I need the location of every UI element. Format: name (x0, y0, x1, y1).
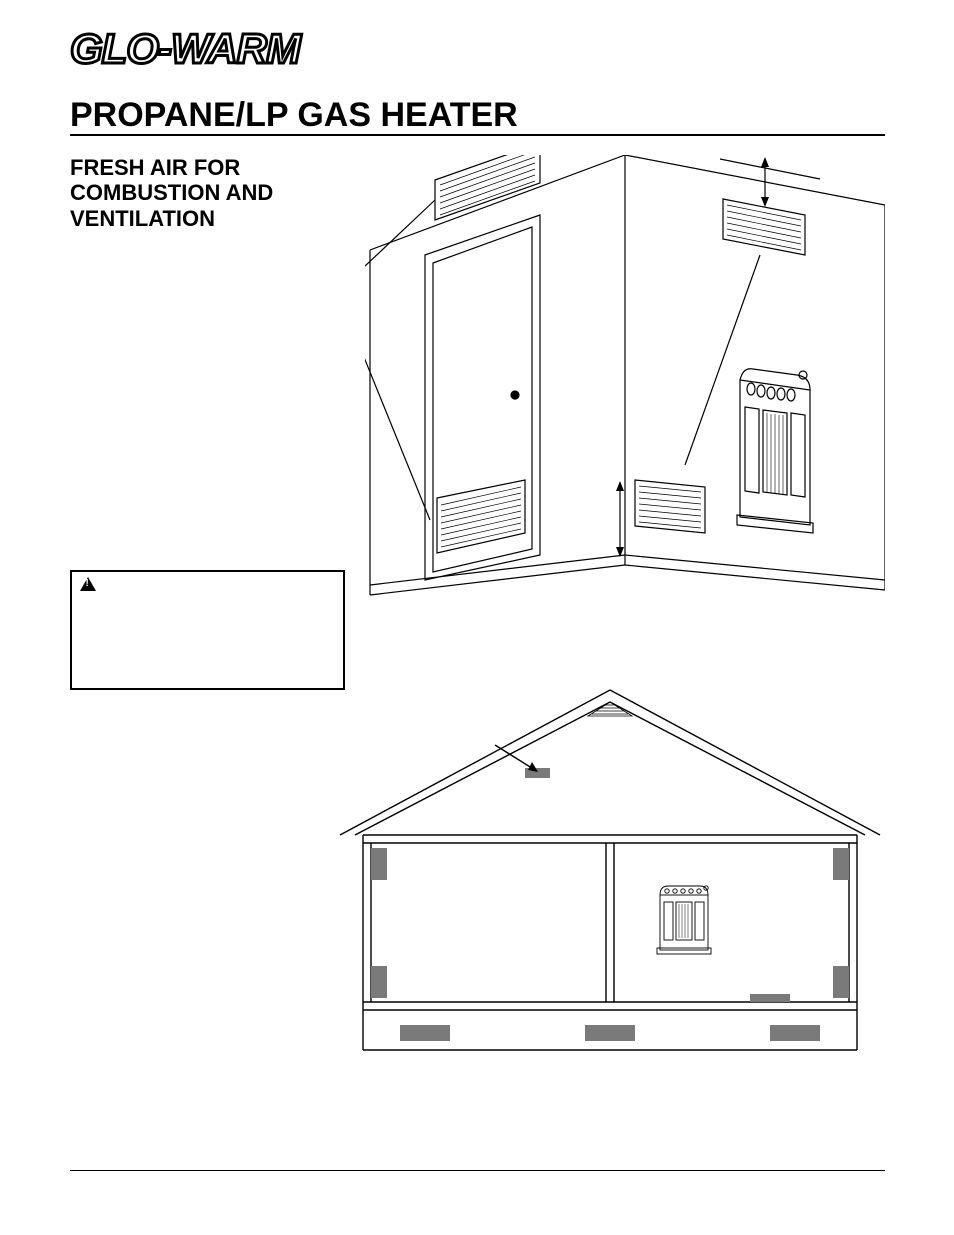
dimension-arrow-top (720, 157, 820, 207)
heater-small (657, 886, 711, 954)
dimension-arrow-bottom (616, 481, 624, 557)
ceiling-vent-right (723, 199, 805, 255)
wall-vent-low (635, 480, 705, 533)
door (425, 155, 540, 580)
figure-house-cross-section (330, 680, 890, 1080)
gable-vent (588, 702, 632, 716)
heater-unit (737, 369, 813, 533)
brand-logo: GLO-WARM (70, 25, 300, 73)
vent-blocks (371, 848, 849, 1041)
main-title: PROPANE/LP GAS HEATER (70, 96, 518, 135)
triangle-exclaim-icon (80, 577, 96, 591)
figure-room-ventilation (365, 155, 885, 615)
section-title: FRESH AIR FOR COMBUSTION AND VENTILATION (70, 155, 340, 231)
footer-rule (70, 1170, 885, 1171)
warning-icon (80, 576, 100, 595)
warning-box (70, 570, 345, 690)
title-rule (70, 134, 885, 136)
